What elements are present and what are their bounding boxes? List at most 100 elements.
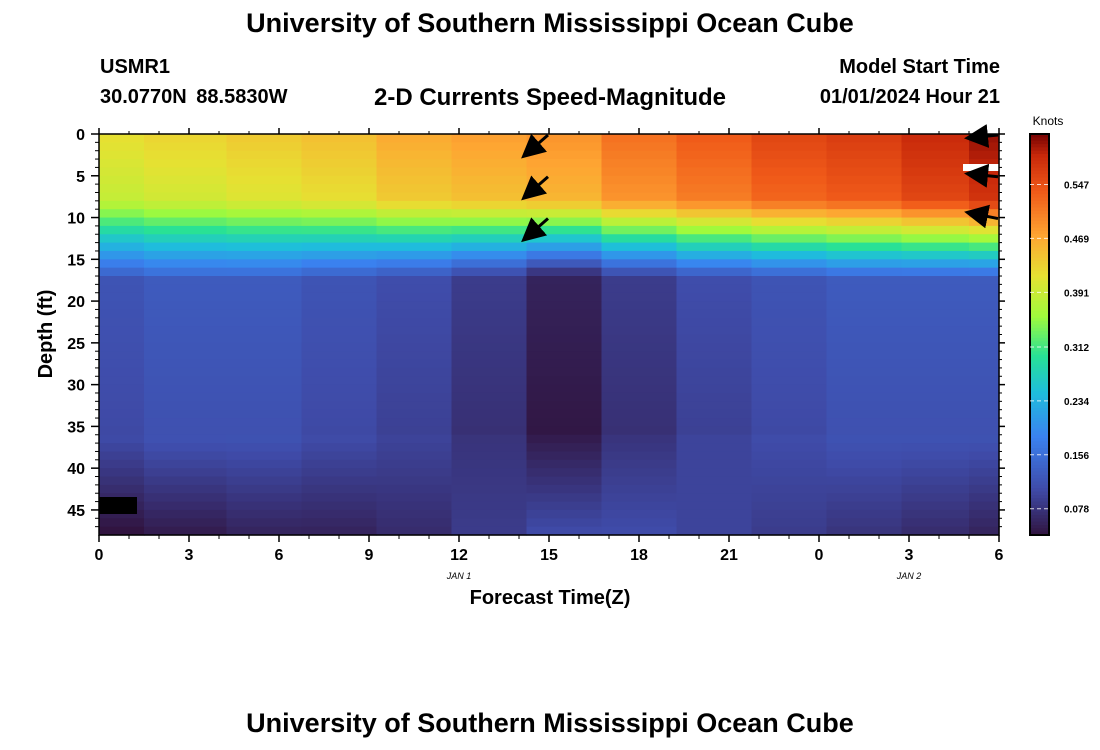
heatmap-cell — [969, 292, 1000, 302]
heatmap-cell — [969, 276, 1000, 285]
heatmap-cell — [144, 509, 228, 519]
colorbar-segment — [1030, 421, 1049, 426]
colorbar: 0.078 0.156 0.234 0.312 0.391 0.469 0.547 — [1029, 133, 1089, 536]
heatmap-cell — [969, 150, 1000, 160]
colorbar-segment — [1030, 404, 1049, 409]
heatmap-cell — [144, 401, 228, 411]
heatmap-cell — [144, 451, 228, 461]
heatmap-cell — [826, 209, 903, 219]
heatmap-cell — [751, 418, 828, 427]
heatmap-cell — [601, 468, 678, 478]
heatmap-cell — [301, 301, 378, 311]
colorbar-segment — [1030, 461, 1049, 466]
heatmap-cell — [526, 284, 603, 294]
colorbar-segment — [1030, 478, 1049, 483]
heatmap-cell — [901, 159, 970, 169]
heatmap-cell — [901, 175, 970, 185]
heatmap-cell — [144, 317, 228, 327]
heatmap-cell — [376, 284, 453, 294]
heatmap-cell — [144, 359, 228, 369]
heatmap-cell — [99, 342, 145, 352]
heatmap-cell — [601, 150, 678, 160]
heatmap-cell — [901, 317, 970, 327]
heatmap-cell — [751, 259, 828, 269]
heatmap-cell — [676, 526, 753, 536]
heatmap-cell — [144, 351, 228, 361]
heatmap-cell — [751, 426, 828, 436]
heatmap-cell — [901, 242, 970, 252]
heatmap-cell — [144, 392, 228, 402]
heatmap-cell — [99, 359, 145, 369]
heatmap-cell — [226, 484, 303, 494]
heatmap-cell — [969, 468, 1000, 478]
colorbar-segment — [1030, 274, 1049, 279]
heatmap-cell — [99, 451, 145, 461]
heatmap-cell — [601, 451, 678, 461]
heatmap-cell — [901, 284, 970, 294]
heatmap-cell — [99, 443, 145, 453]
heatmap-cell — [901, 434, 970, 444]
colorbar-segment — [1030, 524, 1049, 530]
heatmap-cell — [144, 484, 228, 494]
heatmap-cell — [526, 184, 603, 194]
colorbar-segment — [1030, 184, 1049, 189]
heatmap-cell — [601, 267, 678, 277]
heatmap-cell — [376, 134, 453, 143]
heatmap-cell — [901, 384, 970, 394]
heatmap-cell — [144, 301, 228, 311]
heatmap-cell — [826, 459, 903, 469]
colorbar-segment — [1030, 134, 1049, 139]
heatmap-cell — [99, 200, 145, 210]
heatmap-cell — [526, 192, 603, 202]
heatmap-cell — [301, 234, 378, 244]
heatmap-cell — [676, 134, 753, 143]
x-tick-label: 18 — [630, 547, 648, 564]
heatmap-cell — [826, 426, 903, 436]
heatmap-cell — [226, 326, 303, 336]
colorbar-segment — [1030, 307, 1049, 312]
heatmap-cell — [751, 217, 828, 227]
heatmap-cell — [301, 326, 378, 336]
heatmap-cell — [526, 476, 603, 486]
heatmap-cell — [676, 401, 753, 411]
heatmap-cell — [601, 225, 678, 235]
heatmap-cell — [376, 175, 453, 185]
heatmap-cell — [376, 150, 453, 160]
heatmap-cell — [901, 192, 970, 202]
heatmap-cell — [901, 392, 970, 402]
heatmap-cell — [751, 367, 828, 377]
heatmap-cell — [676, 192, 753, 202]
heatmap-cell — [451, 468, 528, 478]
heatmap-cell — [901, 259, 970, 269]
heatmap-cell — [376, 142, 453, 152]
heatmap-cell — [676, 351, 753, 361]
heatmap-cell — [226, 367, 303, 377]
heatmap-cell — [676, 493, 753, 503]
heatmap-cell — [99, 317, 145, 327]
heatmap-cell — [969, 334, 1000, 344]
heatmap-cell — [901, 250, 970, 260]
heatmap-cell — [826, 384, 903, 394]
heatmap-cell — [526, 259, 603, 269]
heatmap-cell — [826, 159, 903, 169]
heatmap-cell — [99, 476, 145, 486]
heatmap-cell — [601, 351, 678, 361]
heatmap-cell — [826, 184, 903, 194]
heatmap-cell — [144, 309, 228, 319]
heatmap-cell — [451, 501, 528, 511]
heatmap-cell — [826, 418, 903, 427]
heatmap-cell — [144, 367, 228, 377]
heatmap-cell — [901, 342, 970, 352]
heatmap-cell — [969, 359, 1000, 369]
heatmap-cell — [751, 276, 828, 285]
colorbar-tick-label: 0.469 — [1064, 234, 1089, 245]
colorbar-tick-label: 0.078 — [1064, 505, 1089, 516]
heatmap-cell — [676, 225, 753, 235]
heatmap-cell — [301, 526, 378, 536]
heatmap-cell — [144, 326, 228, 336]
heatmap-cell — [676, 426, 753, 436]
colorbar-segment — [1030, 424, 1049, 429]
heatmap-cell — [676, 468, 753, 478]
colorbar-segment — [1030, 180, 1049, 185]
heatmap-cell — [526, 301, 603, 311]
